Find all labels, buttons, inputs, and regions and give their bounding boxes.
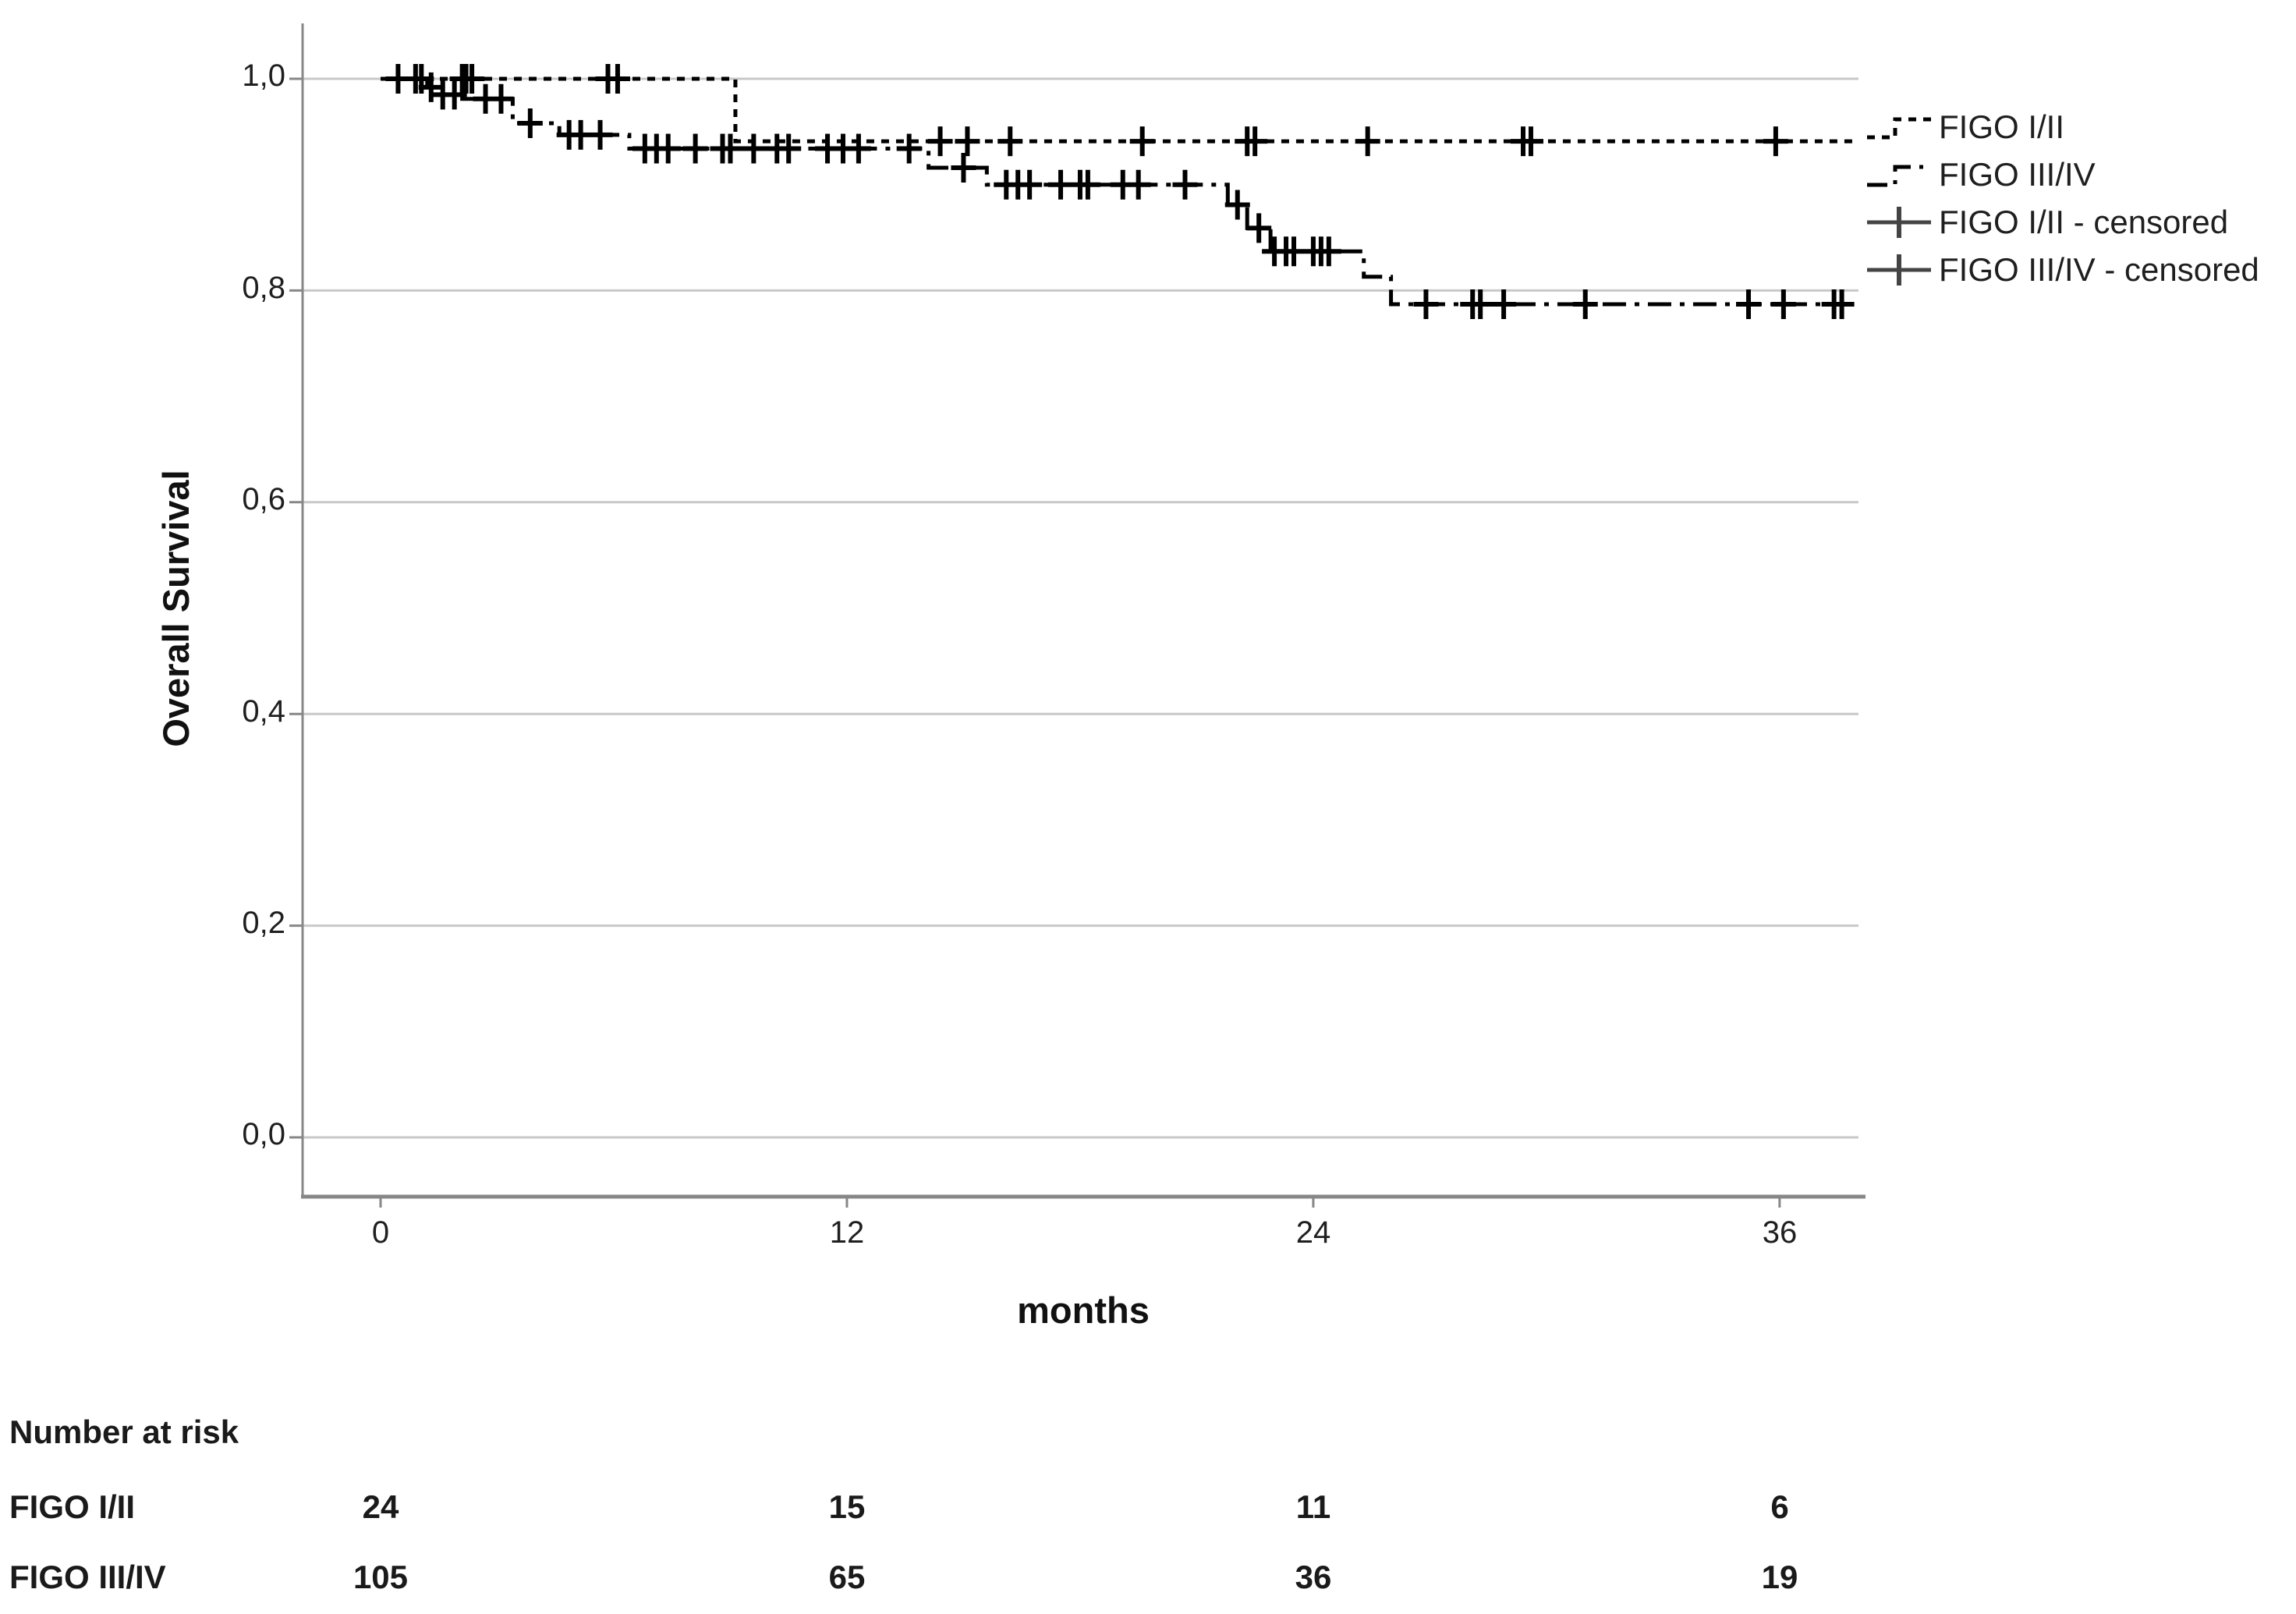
risk-value: 6 (1770, 1488, 1789, 1525)
y-tick-label: 1,0 (242, 59, 285, 93)
dashdot-line-icon (1867, 165, 1931, 186)
risk-value: 11 (1295, 1488, 1331, 1525)
risk-value: 19 (1761, 1559, 1798, 1595)
legend: FIGO I/II FIGO III/IV FIGO I/II - censor… (1866, 103, 2259, 293)
x-axis-title: months (1017, 1289, 1150, 1331)
y-axis-title: Overall Survival (155, 470, 197, 747)
risk-value: 65 (828, 1559, 866, 1595)
legend-item: FIGO III/IV - censored (1866, 246, 2259, 293)
risk-value: 24 (362, 1488, 399, 1525)
legend-label: FIGO I/II - censored (1939, 203, 2229, 240)
legend-label: FIGO III/IV - censored (1939, 250, 2259, 288)
survival-curve-figo-iii-iv (381, 76, 1858, 307)
risk-value: 105 (353, 1559, 409, 1595)
y-tick-label: 0,2 (242, 906, 285, 940)
legend-item: FIGO III/IV (1866, 151, 2259, 198)
survival-curve-figo-i-ii (381, 76, 1858, 144)
x-tick-label: 0 (371, 1215, 390, 1250)
risk-row-label: FIGO I/II (9, 1488, 136, 1525)
x-tick-label: 36 (1762, 1215, 1798, 1250)
legend-item: FIGO I/II - censored (1866, 198, 2259, 246)
y-tick-label: 0,4 (242, 694, 285, 729)
censored-marks-figo-iii-iv (418, 72, 1855, 320)
number-at-risk-header: Number at risk (9, 1414, 239, 1450)
x-tick-label: 24 (1295, 1215, 1331, 1250)
y-tick-label: 0,0 (242, 1117, 285, 1151)
censored-plus-icon (1867, 254, 1931, 286)
legend-item: FIGO I/II (1866, 103, 2259, 151)
risk-value: 15 (828, 1488, 866, 1525)
dashed-line-icon (1867, 117, 1931, 139)
risk-value: 36 (1295, 1559, 1332, 1595)
x-tick-label: 12 (829, 1215, 865, 1250)
y-tick-label: 0,8 (242, 271, 285, 305)
censored-plus-icon (1867, 206, 1931, 238)
legend-label: FIGO III/IV (1939, 155, 2096, 193)
y-tick-label: 0,6 (242, 482, 285, 516)
legend-label: FIGO I/II (1939, 108, 2065, 145)
risk-row-label: FIGO III/IV (9, 1559, 166, 1595)
